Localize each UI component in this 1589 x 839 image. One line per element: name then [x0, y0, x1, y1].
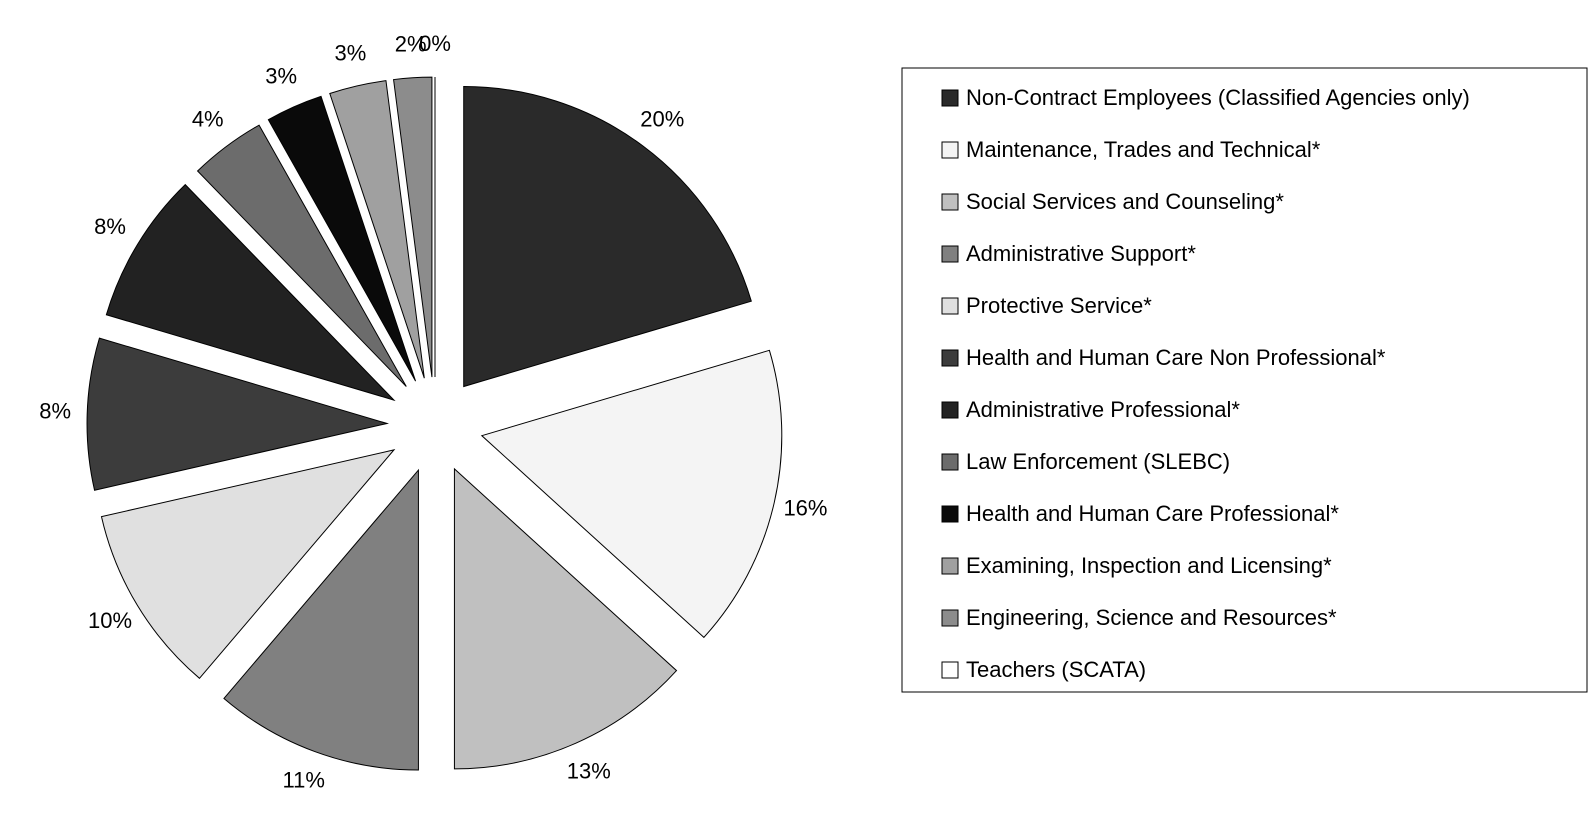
- legend-swatch: [941, 557, 959, 575]
- legend-swatch: [941, 89, 959, 107]
- legend-label: Health and Human Care Professional*: [966, 501, 1339, 526]
- legend-label: Law Enforcement (SLEBC): [966, 449, 1230, 474]
- pie-slice: [86, 337, 389, 491]
- legend-swatch: [941, 245, 959, 263]
- pie-slice: [480, 349, 783, 639]
- pie-slice: [393, 76, 433, 378]
- pie-slice: [453, 467, 678, 770]
- data-label: 4%: [192, 106, 224, 131]
- legend-swatch: [941, 349, 959, 367]
- pie-slice: [463, 86, 752, 388]
- legend-swatch: [941, 505, 959, 523]
- legend-label: Social Services and Counseling*: [966, 189, 1284, 214]
- pie-slice: [329, 80, 425, 379]
- data-label: 20%: [640, 106, 684, 131]
- legend-label: Engineering, Science and Resources*: [966, 605, 1337, 630]
- pie-slice: [267, 95, 417, 382]
- legend-label: Examining, Inspection and Licensing*: [966, 553, 1332, 578]
- legend-label: Non-Contract Employees (Classified Agenc…: [966, 85, 1470, 110]
- legend-swatch: [941, 609, 959, 627]
- pie-slice: [196, 124, 407, 387]
- data-label: 10%: [88, 608, 132, 633]
- legend-box: [901, 67, 1588, 693]
- data-label: 8%: [39, 399, 71, 424]
- pie-slice: [100, 449, 396, 680]
- data-label: 11%: [283, 767, 325, 792]
- data-label: 3%: [265, 63, 297, 88]
- data-label: 3%: [335, 40, 367, 65]
- legend-label: Teachers (SCATA): [966, 657, 1146, 682]
- legend-swatch: [941, 193, 959, 211]
- data-label: 8%: [94, 214, 126, 239]
- legend-swatch: [941, 453, 959, 471]
- legend-label: Administrative Professional*: [966, 397, 1240, 422]
- pie-slice: [223, 468, 419, 771]
- data-label: 13%: [567, 758, 611, 783]
- data-label: 16%: [783, 495, 827, 520]
- legend-label: Administrative Support*: [966, 241, 1196, 266]
- legend-label: Protective Service*: [966, 293, 1152, 318]
- legend-swatch: [941, 141, 959, 159]
- legend-label: Maintenance, Trades and Technical*: [966, 137, 1321, 162]
- data-label: 2%: [395, 32, 427, 57]
- data-label: 0%: [419, 31, 451, 56]
- legend-swatch: [941, 297, 959, 315]
- pie-slice: [105, 183, 396, 402]
- legend-swatch: [941, 401, 959, 419]
- legend-swatch: [941, 661, 959, 679]
- legend-label: Health and Human Care Non Professional*: [966, 345, 1386, 370]
